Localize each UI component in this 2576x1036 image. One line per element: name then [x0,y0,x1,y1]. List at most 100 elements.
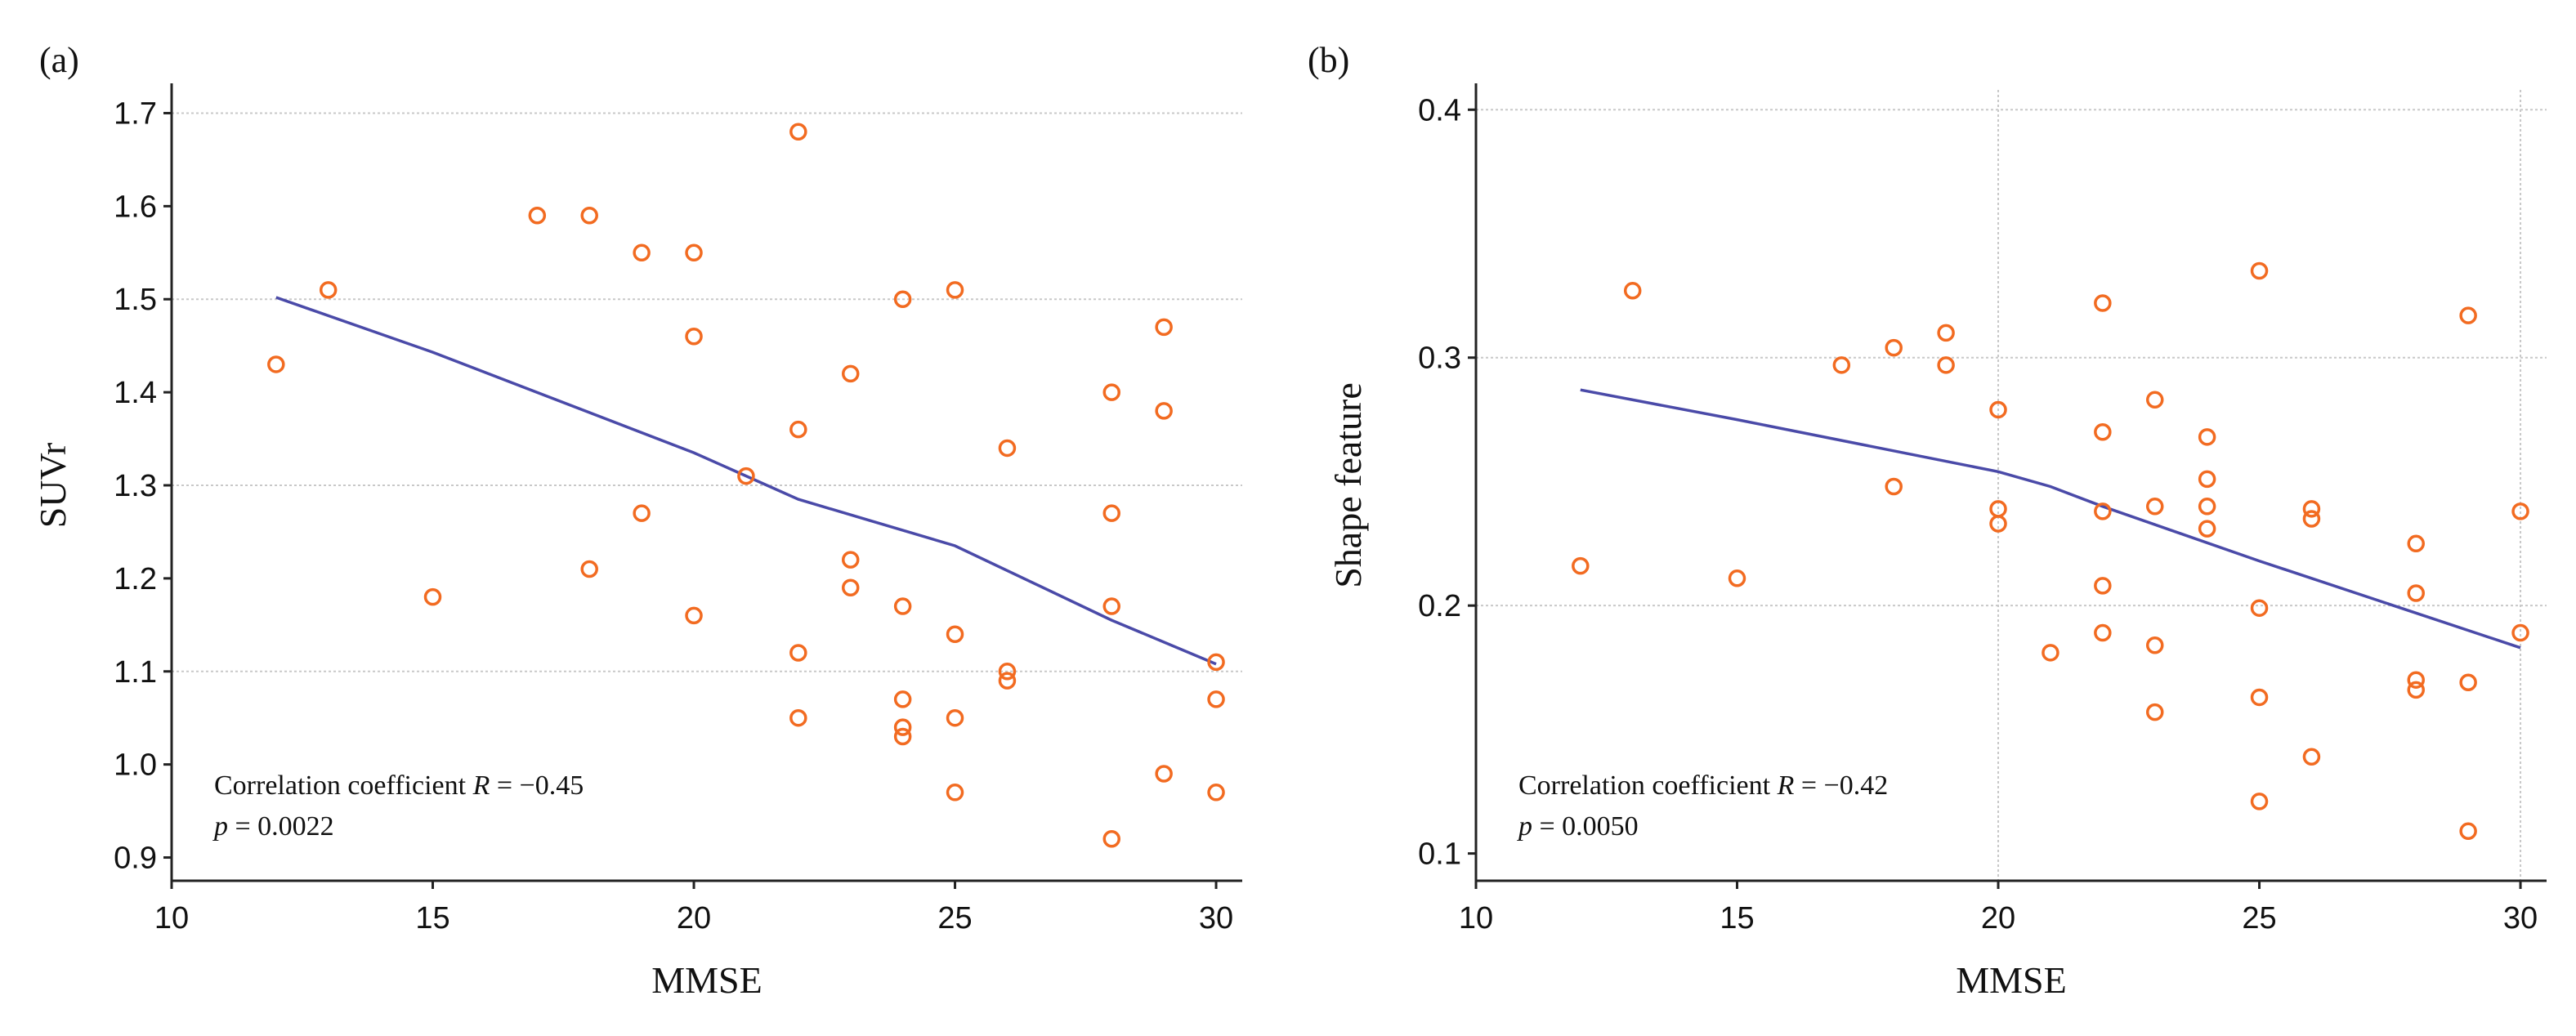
data-point [2407,584,2425,602]
r-value: = −0.42 [1794,770,1888,801]
data-point [2042,644,2059,662]
p-symbol: p [212,811,228,842]
y-axis-title: Shape feature [1327,382,1369,588]
data-point [2198,520,2216,538]
data-point [2407,671,2425,689]
data-point [2302,748,2321,766]
y-tick-label: 0.2 [1418,589,1461,623]
data-point [1885,477,1903,496]
r-value: = −0.45 [490,770,584,801]
r-symbol: R [472,770,490,801]
data-point [841,364,860,383]
data-point [2250,793,2269,810]
data-point [2198,498,2216,516]
data-point [2407,681,2425,699]
data-point [1102,597,1120,615]
data-point [1207,784,1225,802]
p-symbol: p [1517,811,1532,842]
data-point [2198,470,2216,489]
data-point [1937,324,1955,342]
data-point [893,690,912,708]
y-tick-label: 0.3 [1418,342,1461,376]
data-point [946,784,964,802]
data-point [2094,623,2112,642]
data-point [685,328,703,346]
data-point [893,718,912,736]
x-tick-label: 15 [1720,901,1754,936]
data-point [841,578,860,597]
data-point [2459,673,2477,691]
data-point [1155,765,1173,783]
x-axis-title: MMSE [651,959,762,1001]
data-point [2198,428,2216,446]
y-tick-label: 1.0 [114,748,157,783]
data-point [528,206,547,225]
data-point [998,672,1017,690]
data-point [1832,356,1851,374]
data-point [1155,402,1173,420]
data-point [1207,690,1225,708]
data-point [2302,500,2321,518]
data-point [1572,556,1590,575]
p-value-annotation: p = 0.0050 [1517,811,1639,842]
data-point [1989,515,2007,533]
data-point [2145,703,2164,721]
x-tick-label: 15 [415,901,449,936]
p-value: = 0.0050 [1532,811,1639,842]
y-tick-label: 1.4 [114,376,157,410]
data-point [1937,356,1955,374]
data-point [633,504,651,522]
y-tick-label: 1.7 [114,96,157,131]
regression-line [1580,388,2521,650]
p-value: = 0.0022 [228,811,334,842]
data-point [789,420,807,439]
data-point [2145,391,2164,409]
data-point [423,587,442,606]
x-tick-label: 20 [1981,901,2015,936]
chart-panel-a: 0.9 1.0 1.1 1.2 1.3 1.4 1.5 1.6 1.7 10 15 20 25 30 MMS… [32,40,1242,1001]
data-point [2250,261,2269,280]
data-point [2459,306,2477,324]
data-point [946,625,964,643]
x-tick-label: 10 [154,901,189,936]
x-tick-label: 10 [1459,901,1493,936]
data-point [685,606,703,625]
panel-label: (b) [1308,40,1349,80]
p-value-annotation: p = 0.0022 [212,811,334,842]
data-point [841,551,860,569]
correlation-label: Correlation coefficient [214,770,473,801]
data-point [2094,294,2112,312]
data-point [2145,636,2164,654]
r-symbol: R [1777,770,1795,801]
y-tick-label: 1.5 [114,283,157,317]
data-point [1102,504,1120,522]
data-point [2459,822,2477,841]
correlation-annotation: Correlation coefficient R = −0.42 [1518,770,1888,801]
data-point [1207,653,1225,672]
data-point [1989,400,2007,419]
data-point [998,439,1017,458]
data-point [946,281,964,299]
data-point [946,708,964,727]
data-point [2094,502,2112,520]
y-tick-label: 0.1 [1418,837,1461,872]
data-point [267,355,285,373]
x-tick-label: 20 [677,901,711,936]
x-tick-label: 30 [2503,901,2538,936]
data-point [633,243,651,262]
y-tick-label: 0.9 [114,842,157,876]
data-point [685,243,703,262]
data-point [893,597,912,615]
data-point [2094,423,2112,441]
data-point [2511,502,2529,520]
y-tick-label: 1.6 [114,190,157,224]
y-tick-label: 1.1 [114,655,157,690]
y-axis-title: SUVr [32,443,74,529]
data-point [1728,569,1746,587]
data-point [580,560,598,578]
data-point [580,206,598,225]
data-point [2511,623,2529,642]
data-point [2302,510,2321,528]
data-point [2145,498,2164,516]
chart-panel-b: 0.1 0.2 0.3 0.4 10 15 20 25 30 MMSE Shape feature (… [1308,40,2547,1001]
